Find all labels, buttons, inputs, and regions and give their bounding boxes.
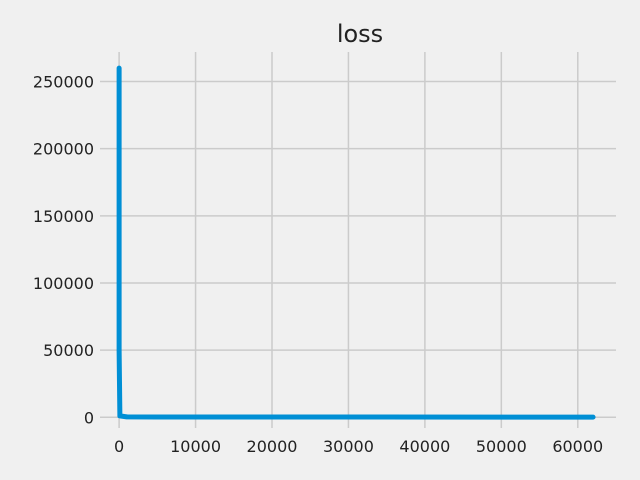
y-tick-label: 150000: [33, 207, 94, 226]
x-tick-label: 50000: [476, 437, 527, 456]
x-tick-label: 40000: [399, 437, 450, 456]
y-tick-label: 200000: [33, 140, 94, 159]
y-tick-label: 0: [84, 408, 94, 427]
y-tick-label: 50000: [43, 341, 94, 360]
grid: [100, 52, 616, 428]
y-tick-label: 100000: [33, 274, 94, 293]
x-tick-label: 60000: [552, 437, 603, 456]
x-tick-label: 30000: [323, 437, 374, 456]
chart-title: loss: [337, 20, 383, 48]
x-axis-ticks: 0 10000 20000 30000 40000 50000 60000: [114, 437, 603, 456]
x-tick-label: 10000: [170, 437, 221, 456]
y-axis-ticks: 0 50000 100000 150000 200000 250000: [33, 73, 94, 428]
loss-series-line: [116, 65, 596, 420]
series-layer: [116, 65, 596, 420]
x-tick-label: 20000: [247, 437, 298, 456]
x-tick-label: 0: [114, 437, 124, 456]
y-tick-label: 250000: [33, 73, 94, 92]
